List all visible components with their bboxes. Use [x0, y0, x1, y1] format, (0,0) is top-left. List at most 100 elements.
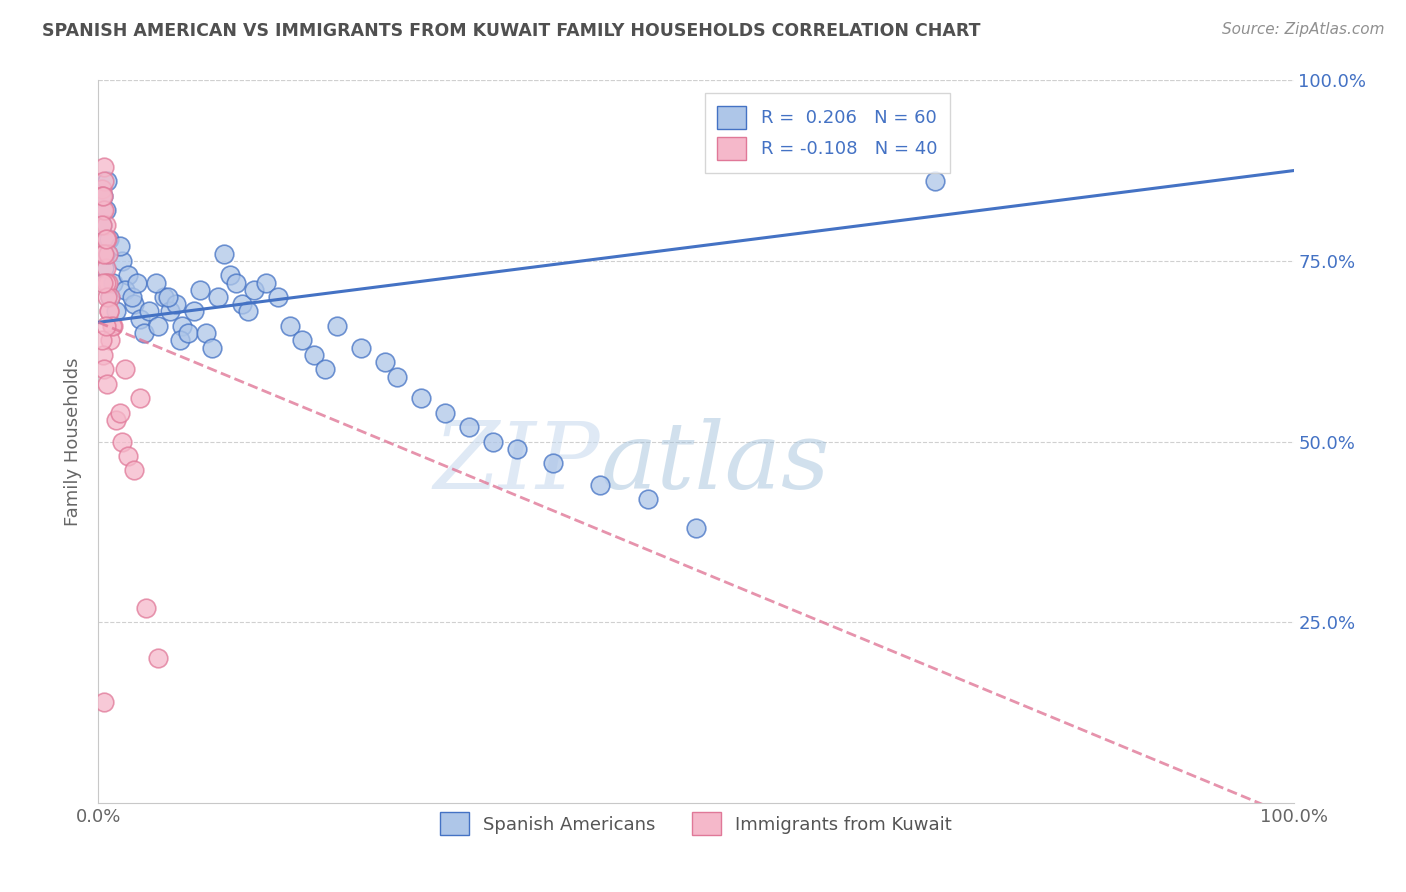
Point: [124, 463, 146, 477]
Point: [291, 334, 314, 348]
Point: [156, 290, 179, 304]
Point: [350, 341, 373, 355]
Point: [135, 600, 157, 615]
Point: [94, 261, 117, 276]
Point: [96, 290, 118, 304]
Point: [96, 376, 118, 391]
Point: [101, 276, 124, 290]
Point: [458, 420, 481, 434]
Point: [148, 651, 170, 665]
Point: [183, 304, 205, 318]
Point: [105, 304, 128, 318]
Point: [129, 311, 152, 326]
Point: [108, 239, 131, 253]
Point: [589, 478, 612, 492]
Point: [267, 290, 290, 304]
Text: SPANISH AMERICAN VS IMMIGRANTS FROM KUWAIT FAMILY HOUSEHOLDS CORRELATION CHART: SPANISH AMERICAN VS IMMIGRANTS FROM KUWA…: [42, 22, 980, 40]
Point: [93, 174, 115, 188]
Point: [94, 232, 117, 246]
Point: [177, 326, 200, 340]
Point: [165, 297, 187, 311]
Point: [117, 449, 139, 463]
Point: [98, 304, 121, 318]
Legend: Spanish Americans, Immigrants from Kuwait: Spanish Americans, Immigrants from Kuwai…: [427, 799, 965, 848]
Point: [93, 160, 115, 174]
Point: [94, 203, 117, 218]
Point: [93, 261, 115, 276]
Point: [114, 283, 136, 297]
Point: [100, 318, 122, 333]
Point: [153, 290, 176, 304]
Point: [114, 362, 136, 376]
Point: [98, 232, 121, 246]
Point: [188, 283, 211, 297]
Point: [98, 304, 121, 318]
Point: [91, 246, 114, 260]
Point: [93, 203, 115, 218]
Point: [121, 290, 143, 304]
Point: [93, 246, 115, 260]
Point: [315, 362, 337, 376]
Point: [91, 182, 114, 196]
Point: [195, 326, 218, 340]
Point: [96, 232, 118, 246]
Point: [506, 442, 529, 456]
Point: [374, 355, 396, 369]
Point: [91, 218, 114, 232]
Point: [685, 521, 707, 535]
Point: [91, 189, 114, 203]
Point: [94, 276, 117, 290]
Text: Source: ZipAtlas.com: Source: ZipAtlas.com: [1222, 22, 1385, 37]
Point: [201, 341, 224, 355]
Point: [117, 268, 139, 283]
Point: [108, 406, 131, 420]
Point: [132, 326, 155, 340]
Point: [125, 276, 148, 290]
Point: [91, 218, 114, 232]
Point: [434, 406, 457, 420]
Point: [278, 318, 301, 333]
Point: [145, 276, 167, 290]
Point: [101, 318, 124, 333]
Point: [91, 348, 114, 362]
Point: [225, 276, 247, 290]
Point: [411, 391, 433, 405]
Point: [93, 695, 115, 709]
Point: [96, 174, 118, 188]
Point: [111, 253, 134, 268]
Point: [91, 203, 114, 218]
Point: [98, 334, 122, 348]
Point: [231, 297, 253, 311]
Point: [93, 362, 115, 376]
Point: [91, 189, 114, 203]
Point: [207, 290, 229, 304]
Point: [91, 334, 114, 348]
Point: [243, 283, 266, 297]
Point: [94, 318, 117, 333]
Point: [111, 434, 134, 449]
Point: [326, 318, 349, 333]
Point: [138, 304, 160, 318]
Point: [159, 304, 181, 318]
Point: [541, 456, 564, 470]
Point: [97, 246, 120, 260]
Point: [254, 276, 277, 290]
Point: [91, 276, 114, 290]
Point: [98, 290, 122, 304]
Point: [219, 268, 242, 283]
Point: [924, 174, 946, 188]
Point: [169, 334, 191, 348]
Text: atlas: atlas: [600, 418, 830, 508]
Point: [91, 189, 114, 203]
Point: [172, 318, 194, 333]
Point: [105, 413, 128, 427]
Y-axis label: Family Households: Family Households: [65, 358, 83, 525]
Point: [129, 391, 152, 405]
Text: ZIP: ZIP: [433, 418, 600, 508]
Point: [124, 297, 146, 311]
Point: [148, 318, 170, 333]
Point: [637, 492, 659, 507]
Point: [481, 434, 505, 449]
Point: [236, 304, 259, 318]
Point: [97, 246, 120, 260]
